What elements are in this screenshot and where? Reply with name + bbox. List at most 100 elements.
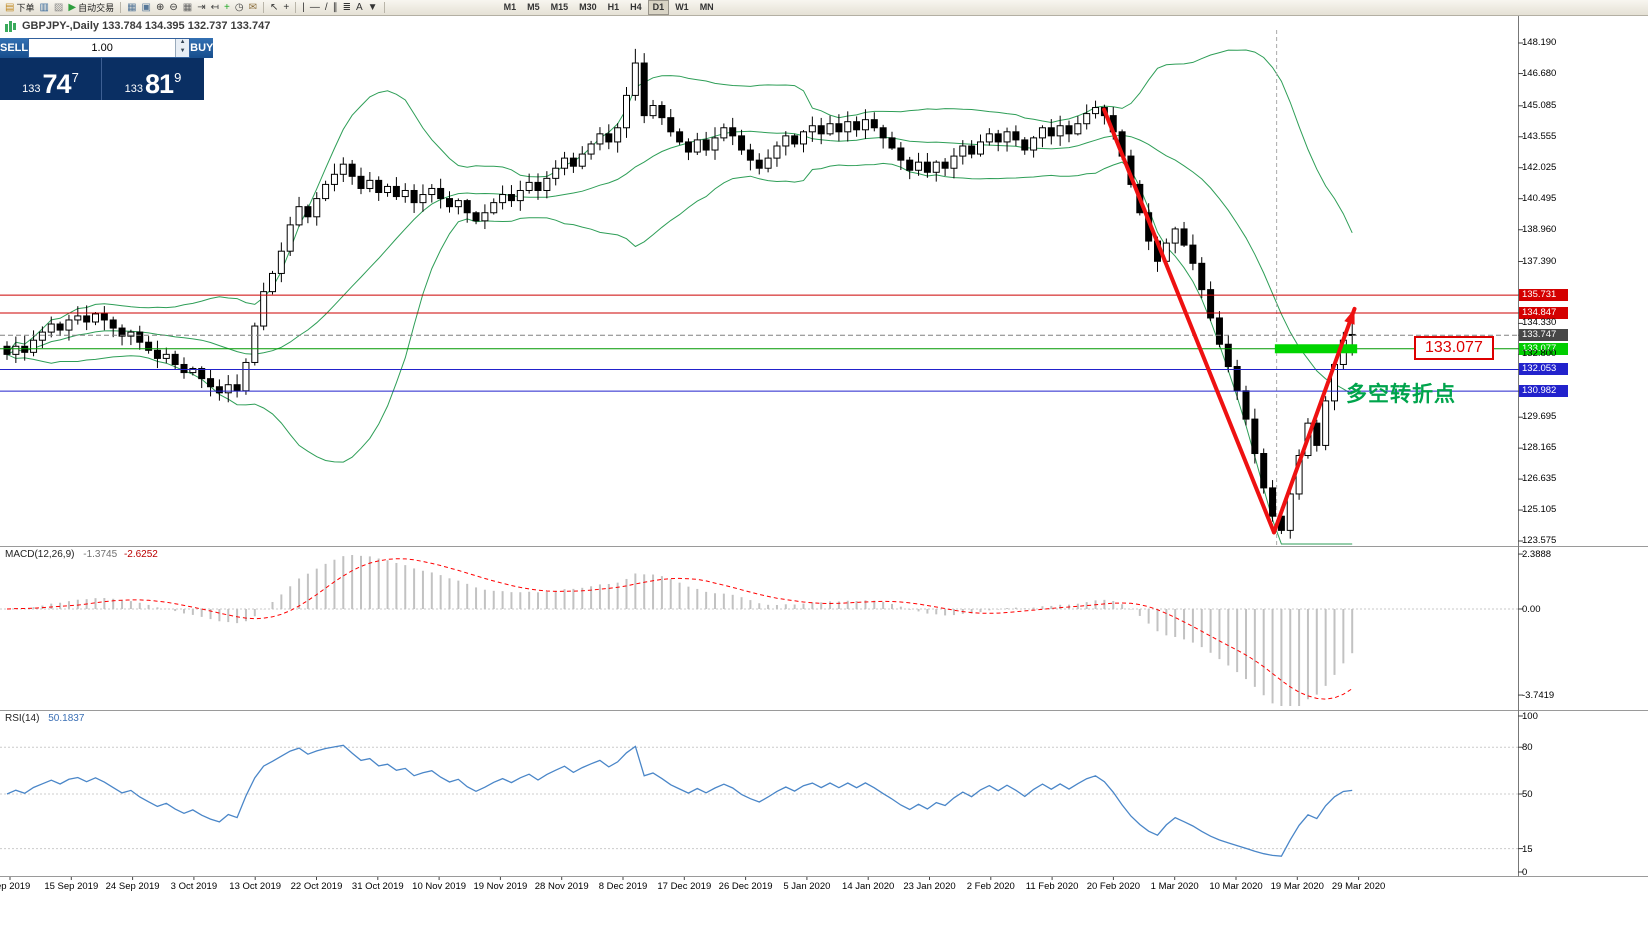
date-label: 15 Sep 2019 bbox=[44, 881, 99, 892]
arrows-button[interactable]: ▼ bbox=[366, 1, 380, 15]
trendline-icon: / bbox=[324, 2, 328, 13]
candle-body bbox=[313, 198, 321, 218]
candle-body bbox=[906, 159, 914, 171]
rsi-axis-label: 80 bbox=[1522, 742, 1533, 754]
date-label: 31 Oct 2019 bbox=[351, 881, 404, 892]
candle-body bbox=[1207, 289, 1215, 319]
rsi-axis-label: 50 bbox=[1522, 789, 1533, 800]
candle-body bbox=[1224, 343, 1232, 368]
auto-trading-button[interactable]: ▶ 自动交易 bbox=[66, 1, 116, 15]
date-label: 10 Mar 2020 bbox=[1209, 881, 1263, 892]
vertical-line-button[interactable]: | bbox=[300, 1, 307, 15]
text-icon: A bbox=[356, 2, 363, 13]
candle-body bbox=[419, 194, 427, 204]
candle-body bbox=[1313, 422, 1321, 446]
rsi-name: RSI(14) bbox=[5, 713, 40, 724]
timeframe-button-d1[interactable]: D1 bbox=[647, 0, 670, 15]
buy-price-button[interactable]: 133 81 9 bbox=[102, 58, 204, 100]
candle-body bbox=[1038, 127, 1046, 139]
auto-scroll-button[interactable]: ⇥ bbox=[195, 1, 207, 15]
indicators-button[interactable]: + bbox=[222, 1, 232, 15]
candle-body bbox=[1269, 487, 1277, 517]
profiles-button[interactable]: ▨ bbox=[52, 1, 65, 15]
timeframe-button-h1[interactable]: H1 bbox=[607, 2, 620, 12]
candle-body bbox=[251, 325, 259, 363]
trend-line-object[interactable] bbox=[1271, 306, 1357, 535]
rsi-indicator-label: RSI(14) 50.1837 bbox=[5, 713, 84, 724]
candle-body bbox=[375, 179, 383, 194]
zoom-in-button[interactable]: ⊕ bbox=[154, 1, 166, 15]
cursor-button[interactable]: ↖ bbox=[268, 1, 280, 15]
rsi-value: 50.1837 bbox=[48, 713, 85, 724]
rsi-axis-label: 0 bbox=[1522, 867, 1528, 878]
fibonacci-icon: ≣ bbox=[342, 2, 351, 13]
volume-input[interactable] bbox=[29, 39, 176, 57]
date-label: 17 Dec 2019 bbox=[657, 881, 712, 892]
sell-price-button[interactable]: 133 74 7 bbox=[0, 58, 102, 100]
candle-body bbox=[366, 179, 374, 189]
timeframe-button-m15[interactable]: M15 bbox=[550, 2, 569, 12]
volume-down-button[interactable]: ▼ bbox=[176, 48, 190, 57]
candle-body bbox=[923, 161, 931, 173]
candle-body bbox=[853, 121, 861, 131]
price-tick-label: 142.025 bbox=[1522, 161, 1557, 173]
crosshair-button[interactable]: + bbox=[281, 1, 291, 15]
candle-body bbox=[1047, 127, 1055, 137]
trend-line-object[interactable] bbox=[1102, 107, 1276, 535]
timeframe-button-m5[interactable]: M5 bbox=[527, 2, 540, 12]
price-zone-label[interactable]: 133.077 bbox=[1414, 336, 1494, 360]
price-red-badge: 135.731 bbox=[1519, 289, 1568, 302]
candle-body bbox=[1003, 131, 1011, 143]
date-label: 28 Nov 2019 bbox=[534, 881, 589, 892]
candle-body bbox=[428, 187, 436, 196]
window-cascade-button[interactable]: ▣ bbox=[140, 1, 153, 15]
candle-body bbox=[755, 159, 763, 169]
date-label: 3 Oct 2019 bbox=[170, 881, 218, 892]
buy-button[interactable]: BUY bbox=[190, 38, 214, 58]
sell-price-big: 74 bbox=[42, 69, 72, 99]
timeframe-button-m1[interactable]: M1 bbox=[503, 2, 517, 12]
channel-button[interactable]: ∥ bbox=[331, 1, 340, 15]
text-button[interactable]: A bbox=[354, 1, 365, 15]
new-chart-button[interactable]: ▦ bbox=[125, 1, 138, 15]
zoom-out-button[interactable]: ⊖ bbox=[167, 1, 179, 15]
timeframe-button-m30[interactable]: M30 bbox=[579, 2, 597, 12]
timeframe-button-h4[interactable]: H4 bbox=[630, 2, 642, 12]
crosshair-icon: + bbox=[283, 2, 290, 13]
support-zone-highlight[interactable] bbox=[1274, 344, 1358, 354]
candle-body bbox=[180, 363, 188, 374]
date-label: 23 Jan 2020 bbox=[903, 881, 956, 892]
candle-body bbox=[260, 291, 268, 327]
candle-body bbox=[631, 62, 639, 96]
volume-up-button[interactable]: ▲ bbox=[176, 39, 190, 48]
turning-point-annotation[interactable]: 多空转折点 bbox=[1346, 383, 1456, 406]
sell-button[interactable]: SELL bbox=[0, 38, 29, 58]
candle-body bbox=[738, 135, 746, 151]
timeframe-button-mn[interactable]: MN bbox=[699, 2, 714, 12]
candle-body bbox=[861, 119, 869, 131]
candle-body bbox=[295, 206, 303, 226]
date-label: 29 Mar 2020 bbox=[1331, 881, 1386, 892]
candle-body bbox=[47, 323, 55, 333]
candle-body bbox=[136, 331, 144, 343]
candle-body bbox=[614, 127, 622, 143]
fibonacci-button[interactable]: ≣ bbox=[341, 1, 353, 15]
trendline-button[interactable]: / bbox=[323, 1, 330, 15]
timeframe-button-w1[interactable]: W1 bbox=[675, 2, 689, 12]
candle-body bbox=[968, 145, 976, 155]
horizontal-line-button[interactable]: — bbox=[308, 1, 322, 15]
chart-title-text: GBPJPY-,Daily 133.784 134.395 132.737 13… bbox=[22, 20, 271, 32]
chart-shift-button[interactable]: ↤ bbox=[209, 1, 221, 15]
templates-button[interactable]: ✉ bbox=[247, 1, 259, 15]
price-tick-label: 128.165 bbox=[1522, 442, 1557, 454]
chart-window-button[interactable]: ▥ bbox=[37, 1, 50, 15]
candle-body bbox=[746, 149, 754, 161]
candle-body bbox=[507, 194, 515, 202]
periods-button[interactable]: ◷ bbox=[233, 1, 246, 15]
zoom-in-icon: ⊕ bbox=[156, 2, 165, 13]
tile-windows-button[interactable]: ▦ bbox=[181, 1, 194, 15]
new-order-button[interactable]: ▤ 下单 bbox=[3, 1, 36, 15]
candle-body bbox=[437, 187, 445, 200]
date-label: 20 Feb 2020 bbox=[1086, 881, 1141, 892]
